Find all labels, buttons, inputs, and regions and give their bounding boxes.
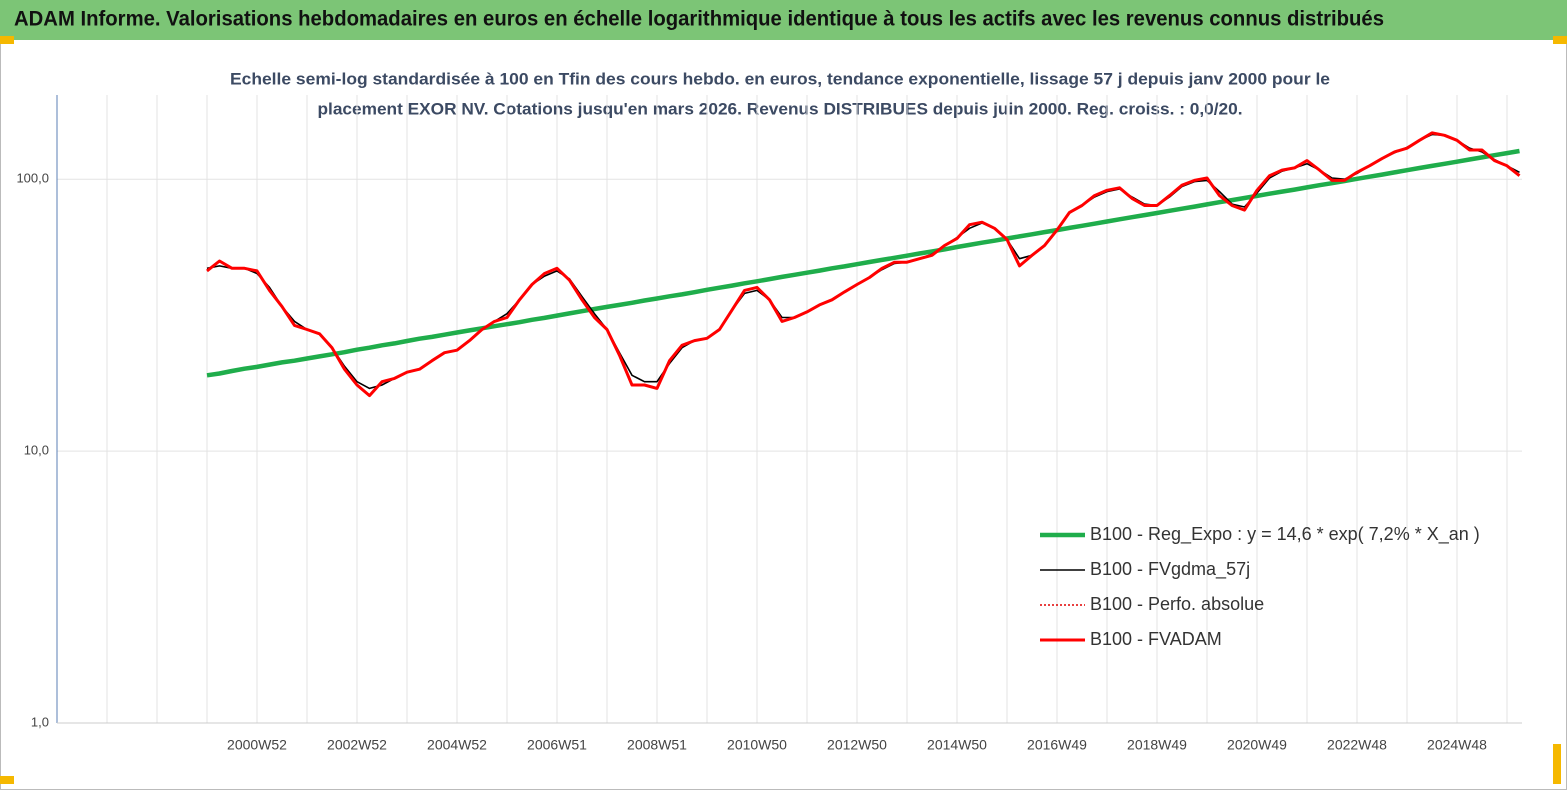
x-tick-label: 2016W49: [1027, 737, 1087, 753]
x-tick-label: 2000W52: [227, 737, 287, 753]
x-tick-label: 2012W50: [827, 737, 887, 753]
legend-label: B100 - FVADAM: [1090, 629, 1222, 649]
x-tick-label: 2010W50: [727, 737, 787, 753]
legend-label: B100 - Perfo. absolue: [1090, 594, 1264, 614]
x-tick-label: 2004W52: [427, 737, 487, 753]
x-tick-label: 2022W48: [1327, 737, 1387, 753]
header-bar: [0, 0, 1567, 40]
legend-label: B100 - Reg_Expo : y = 14,6 * exp( 7,2% *…: [1090, 524, 1480, 545]
y-tick-label: 10,0: [24, 443, 49, 458]
y-tick-label: 100,0: [16, 171, 49, 186]
plot: [206, 131, 1521, 398]
chart-title: ADAM Informe. Valorisations hebdomadaire…: [14, 8, 1384, 31]
legend: B100 - Reg_Expo : y = 14,6 * exp( 7,2% *…: [1040, 524, 1480, 649]
y-tick-label: 1,0: [31, 714, 49, 729]
corner: [0, 776, 14, 784]
grid: 1,0 10,0 100,0 2000W52 2002W52 2004W52 2006W51…: [16, 95, 1522, 753]
x-tick-label: 2014W50: [927, 737, 987, 753]
series-line: [206, 131, 1521, 398]
legend-label: B100 - FVgdma_57j: [1090, 559, 1250, 580]
x-tick-label: 2018W49: [1127, 737, 1187, 753]
x-tick-label: 2020W49: [1227, 737, 1287, 753]
subtitle: Echelle semi-log standardisée à 100 en T…: [230, 69, 1330, 88]
x-tick-label: 2008W51: [627, 737, 687, 753]
x-tick-label: 2024W48: [1427, 737, 1487, 753]
x-tick-label: 2006W51: [527, 737, 587, 753]
corner: [1553, 36, 1567, 44]
x-tick-label: 2002W52: [327, 737, 387, 753]
corner: [0, 36, 14, 44]
corner: [1553, 744, 1561, 784]
series-line: [206, 148, 1520, 378]
subtitle: placement EXOR NV. Cotations jusqu'en ma…: [318, 99, 1243, 118]
